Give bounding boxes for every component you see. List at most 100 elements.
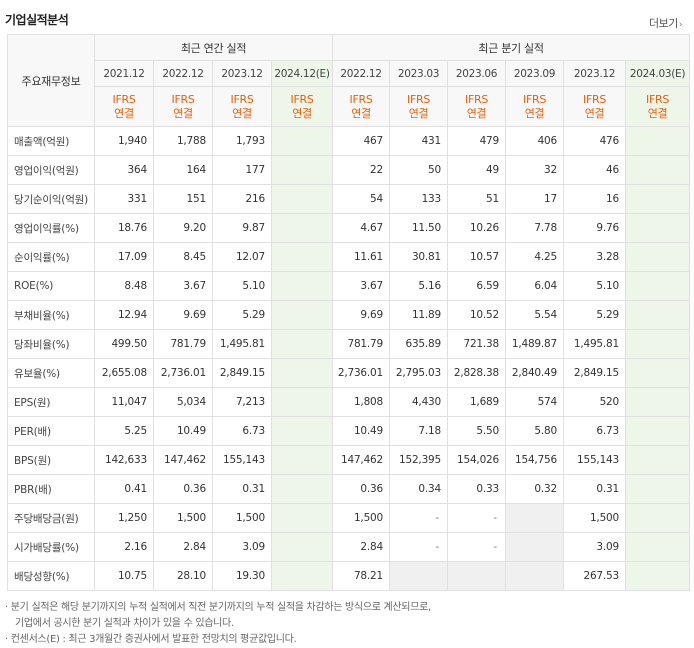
table-cell — [270, 416, 334, 446]
standard-consolidated: 연결 — [232, 106, 252, 120]
table-cell — [625, 271, 691, 301]
row-label: 유보율(%) — [7, 358, 95, 388]
row-label: PBR(배) — [7, 474, 95, 504]
table-cell — [505, 532, 565, 562]
table-cell: 635.89 — [389, 329, 449, 359]
table-cell: 10.49 — [332, 416, 391, 446]
table-cell: 1,793 — [212, 126, 272, 156]
table-cell — [505, 561, 565, 591]
table-cell: 1,500 — [153, 503, 213, 533]
row-label: 부채비율(%) — [7, 300, 95, 330]
table-cell — [625, 387, 691, 417]
accounting-standard-header: IFRS 연결 — [625, 86, 691, 127]
table-cell: 1,940 — [94, 126, 154, 156]
accounting-standard-header: IFRS 연결 — [332, 86, 391, 127]
standard-consolidated: 연결 — [466, 106, 487, 120]
accounting-standard-header: IFRS 연결 — [94, 86, 154, 127]
table-cell: 499.50 — [94, 329, 154, 359]
table-cell: 781.79 — [153, 329, 213, 359]
table-cell — [625, 213, 691, 243]
table-cell: 5.10 — [563, 271, 627, 301]
table-cell: 216 — [212, 184, 272, 214]
table-cell: 6.73 — [563, 416, 627, 446]
table-cell — [625, 242, 691, 272]
table-cell: 0.32 — [505, 474, 565, 504]
table-cell — [270, 503, 334, 533]
table-cell — [625, 300, 691, 330]
period-header: 2023.06 — [447, 60, 507, 87]
table-cell — [270, 184, 334, 214]
table-cell: 10.52 — [447, 300, 507, 330]
table-cell: 9.20 — [153, 213, 213, 243]
table-cell: 406 — [505, 126, 565, 156]
table-row: 당기순이익(억원) 331 151 216 54 133 51 17 16 — [7, 184, 691, 214]
table-cell: 18.76 — [94, 213, 154, 243]
table-cell: 5.80 — [505, 416, 565, 446]
row-label: 당좌비율(%) — [7, 329, 95, 359]
table-cell: 3.67 — [332, 271, 391, 301]
table-cell: 0.36 — [332, 474, 391, 504]
standard-consolidated: 연결 — [114, 106, 134, 120]
period-header: 2023.12 — [563, 60, 627, 87]
standard-ifrs: IFRS — [407, 92, 431, 106]
standard-consolidated: 연결 — [292, 106, 312, 120]
row-label: ROE(%) — [7, 271, 95, 301]
table-cell: 0.31 — [212, 474, 272, 504]
table-cell — [625, 445, 691, 475]
table-cell — [625, 503, 691, 533]
standard-ifrs: IFRS — [583, 92, 607, 106]
row-label: BPS(원) — [7, 445, 95, 475]
table-cell: 151 — [153, 184, 213, 214]
table-cell: 9.76 — [563, 213, 627, 243]
standard-consolidated: 연결 — [524, 106, 545, 120]
table-cell: 4,430 — [389, 387, 449, 417]
footnote-consensus: · 컨센서스(E) : 최근 3개월간 증권사에서 발표한 전망치의 평균값입니… — [5, 634, 297, 645]
row-header-label: 주요재무정보 — [7, 34, 95, 127]
table-cell: 12.94 — [94, 300, 154, 330]
table-cell: 10.49 — [153, 416, 213, 446]
table-cell: 4.25 — [505, 242, 565, 272]
table-cell: 3.09 — [563, 532, 627, 562]
table-cell: 78.21 — [332, 561, 391, 591]
table-cell — [625, 532, 691, 562]
table-cell: 17.09 — [94, 242, 154, 272]
table-cell: 7.18 — [389, 416, 449, 446]
table-cell: 9.69 — [153, 300, 213, 330]
table-cell — [270, 213, 334, 243]
period-header: 2024.12(E) — [270, 60, 334, 87]
table-cell: 5.29 — [563, 300, 627, 330]
more-link[interactable]: 더보기› — [649, 15, 683, 31]
table-cell: 12.07 — [212, 242, 272, 272]
table-cell — [625, 126, 691, 156]
accounting-standard-header: IFRS 연결 — [447, 86, 507, 127]
table-cell: 520 — [563, 387, 627, 417]
table-cell: 30.81 — [389, 242, 449, 272]
table-cell: 2,795.03 — [389, 358, 449, 388]
table-cell: 1,808 — [332, 387, 391, 417]
table-cell: 16 — [563, 184, 627, 214]
table-cell: 2,849.15 — [563, 358, 627, 388]
standard-consolidated: 연결 — [584, 106, 605, 120]
table-cell: 574 — [505, 387, 565, 417]
table-cell: 5.29 — [212, 300, 272, 330]
table-cell — [505, 503, 565, 533]
table-cell: 154,026 — [447, 445, 507, 475]
table-cell: 2.16 — [94, 532, 154, 562]
table-cell: 177 — [212, 155, 272, 185]
row-label: 배당성향(%) — [7, 561, 95, 591]
table-cell: 6.73 — [212, 416, 272, 446]
table-cell: 0.33 — [447, 474, 507, 504]
standard-ifrs: IFRS — [349, 92, 373, 106]
table-cell — [270, 155, 334, 185]
table-cell — [389, 561, 449, 591]
table-cell: 331 — [94, 184, 154, 214]
table-row: 주당배당금(원) 1,250 1,500 1,500 1,500- -1,500 — [7, 503, 691, 533]
table-cell: 1,250 — [94, 503, 154, 533]
row-label: 시가배당률(%) — [7, 532, 95, 562]
standard-ifrs: IFRS — [465, 92, 489, 106]
table-cell: 11,047 — [94, 387, 154, 417]
period-header: 2023.03 — [389, 60, 449, 87]
table-cell: 3.28 — [563, 242, 627, 272]
table-row: EPS(원) 11,047 5,034 7,213 1,808 4,430 1,689 574… — [7, 387, 691, 417]
standard-ifrs: IFRS — [230, 92, 254, 106]
